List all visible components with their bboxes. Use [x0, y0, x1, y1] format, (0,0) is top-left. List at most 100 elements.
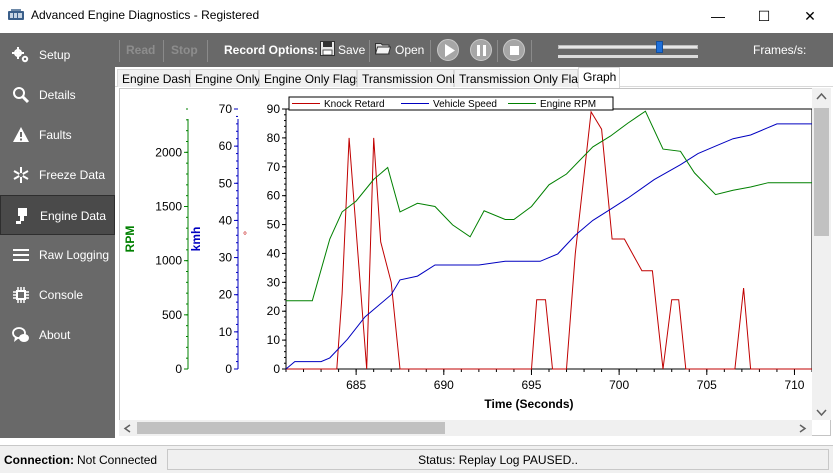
stop-button[interactable]: Stop	[171, 43, 198, 57]
sidebar-item-label: Raw Logging	[39, 248, 110, 262]
connection-label: Connection:	[4, 453, 74, 467]
legend-label: Engine RPM	[540, 99, 596, 110]
y-tick-label: 40	[219, 213, 233, 227]
scroll-down-icon[interactable]	[816, 409, 827, 417]
y-tick-label: 70	[219, 102, 233, 116]
tab-graph[interactable]: Graph	[578, 67, 620, 88]
legend-label: Vehicle Speed	[433, 99, 497, 110]
toolbar-separator	[207, 40, 208, 62]
floppy-disk-icon	[320, 41, 335, 56]
toolbar-separator	[369, 40, 370, 62]
y-tick-label: 0	[273, 362, 280, 376]
sidebar-item-freeze-data[interactable]: Freeze Data	[0, 155, 115, 195]
x-tick-label: 710	[784, 378, 804, 392]
scroll-left-icon[interactable]	[123, 424, 131, 433]
folder-open-icon	[375, 43, 391, 55]
sidebar-item-setup[interactable]: Setup	[0, 35, 115, 75]
tab-engine-only[interactable]: Engine Only	[190, 69, 260, 87]
pause-button[interactable]	[470, 39, 492, 61]
warning-icon	[13, 127, 29, 142]
toolbar-separator	[430, 40, 431, 62]
y-tick-label: 10	[267, 333, 281, 347]
sidebar-item-label: Details	[39, 88, 76, 102]
y-tick-label: 50	[219, 176, 233, 190]
sidebar-item-about[interactable]: About	[0, 315, 115, 355]
x-tick-label: 690	[434, 378, 454, 392]
x-tick-label: 705	[697, 378, 717, 392]
toolbar-separator	[531, 40, 532, 62]
maximize-button[interactable]: ☐	[741, 0, 787, 32]
toolbar-separator	[497, 40, 498, 62]
record-options-label: Record Options:	[224, 43, 319, 57]
sidebar-item-engine-data[interactable]: Engine Data	[0, 195, 115, 235]
magnifier-icon	[13, 87, 30, 104]
y-tick-label: 500	[162, 308, 182, 322]
legend-label: Knock Retard	[324, 99, 385, 110]
y-tick-label: 1000	[155, 254, 182, 268]
y-tick-label: 70	[267, 160, 281, 174]
play-button[interactable]	[437, 39, 459, 61]
horizontal-scroll-thumb[interactable]	[137, 422, 445, 434]
close-button[interactable]: ✕	[787, 0, 833, 32]
play-icon	[445, 44, 455, 57]
maximize-icon: ☐	[757, 7, 771, 24]
y-tick-label: 60	[219, 139, 233, 153]
stop-playback-button[interactable]	[503, 39, 525, 61]
vertical-scrollbar[interactable]	[812, 88, 831, 420]
sidebar: Setup Details Faults Freeze Data Engine …	[0, 33, 115, 438]
y-tick-label: 10	[219, 325, 233, 339]
y-tick-label: 20	[219, 288, 233, 302]
x-axis-title: Time (Seconds)	[484, 397, 573, 411]
chat-bubbles-icon	[12, 327, 29, 342]
sidebar-item-console[interactable]: Console	[0, 275, 115, 315]
tab-engine-dash[interactable]: Engine Dash	[117, 69, 191, 87]
engine-icon	[16, 208, 27, 224]
slider-ticks	[558, 55, 698, 58]
sidebar-item-label: Freeze Data	[39, 168, 106, 182]
y-tick-label: 20	[267, 304, 281, 318]
sidebar-item-raw-logging[interactable]: Raw Logging	[0, 235, 115, 275]
status-message: Status: Replay Log PAUSED..	[167, 449, 829, 470]
read-button[interactable]: Read	[126, 43, 156, 57]
vertical-scroll-thumb[interactable]	[814, 108, 829, 236]
y-tick-label: 60	[267, 189, 281, 203]
x-tick-label: 700	[609, 378, 629, 392]
x-tick-label: 695	[521, 378, 541, 392]
y-tick-label: 0	[225, 362, 232, 376]
sidebar-item-label: Setup	[39, 48, 71, 62]
y-tick-label: 2000	[155, 145, 182, 159]
y-tick-label: 1500	[155, 200, 182, 214]
connection-status: Not Connected	[77, 453, 158, 467]
sidebar-item-faults[interactable]: Faults	[0, 115, 115, 155]
sidebar-item-label: Faults	[39, 128, 72, 142]
y-axis-title: RPM	[123, 226, 137, 253]
minimize-button[interactable]: —	[695, 0, 741, 32]
x-tick-label: 685	[346, 378, 366, 392]
y-tick-label: 30	[267, 275, 281, 289]
snowflake-icon	[13, 167, 29, 183]
engine-data-graph: 0 500 1000 1500 2000 RPM 0 10 20 30 40 50 60 70 kmh 0 10…	[123, 96, 813, 411]
slider-thumb[interactable]	[656, 41, 664, 53]
save-button[interactable]: Save	[338, 43, 366, 57]
scroll-right-icon[interactable]	[799, 424, 807, 433]
playback-speed-slider[interactable]	[558, 45, 698, 49]
horizontal-scrollbar[interactable]	[119, 420, 812, 436]
tab-strip: Engine Dash Engine Only Engine Only Flag…	[115, 67, 833, 88]
open-button[interactable]: Open	[395, 43, 425, 57]
y-tick-label: 0	[175, 362, 182, 376]
vehicle-speed-line	[285, 123, 812, 370]
scroll-up-icon[interactable]	[816, 92, 827, 100]
tab-transmission-only-flags[interactable]: Transmission Only Flags	[454, 69, 591, 87]
tab-engine-only-flags[interactable]: Engine Only Flags	[259, 69, 362, 87]
sidebar-item-details[interactable]: Details	[0, 75, 115, 115]
app-logo-icon	[8, 9, 24, 20]
y-tick-label: 90	[267, 102, 281, 116]
y-tick-label: 30	[219, 251, 233, 265]
sidebar-item-label: Engine Data	[40, 209, 107, 223]
stop-icon	[510, 46, 519, 55]
tab-transmission-only[interactable]: Transmission Only	[357, 69, 461, 87]
y-axis-title: °	[243, 231, 247, 242]
pause-icon	[477, 45, 486, 56]
menu-lines-icon	[13, 249, 29, 261]
engine-rpm-line	[286, 110, 812, 302]
